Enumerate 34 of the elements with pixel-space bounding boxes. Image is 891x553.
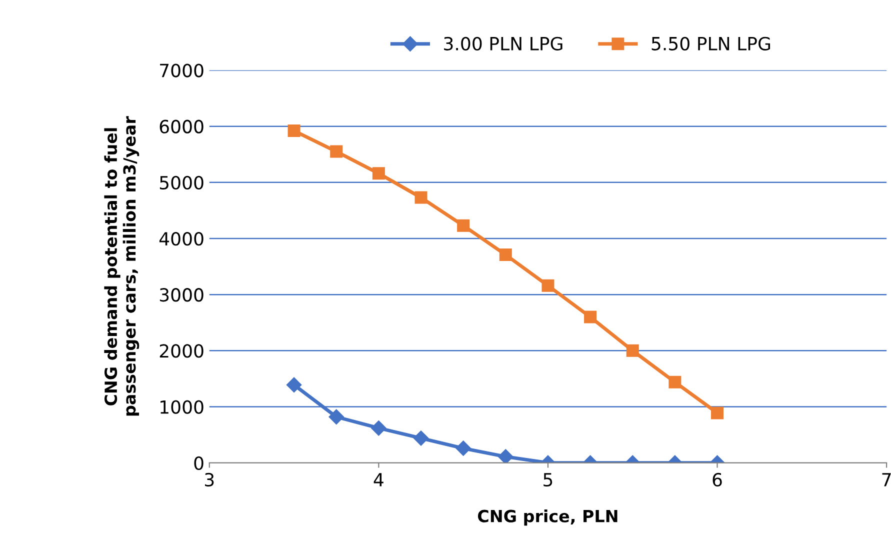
y-tick-label: 6000 [160, 120, 204, 134]
y-tick-label: 1000 [160, 400, 204, 414]
x-tick-label: 5 [544, 473, 552, 487]
point [711, 406, 724, 420]
point [668, 376, 682, 388]
y-tick-label: 3000 [160, 288, 204, 302]
point [456, 440, 471, 456]
point [584, 310, 597, 324]
x-tick-label: 7 [882, 473, 891, 486]
point [626, 344, 639, 357]
x-tick-label: 6 [712, 472, 722, 487]
point [330, 145, 343, 158]
legend-label: 5.50 PLN LPG [652, 36, 770, 50]
point [414, 191, 428, 204]
point [457, 219, 470, 232]
point [542, 279, 554, 292]
point [371, 420, 386, 436]
point [499, 248, 512, 262]
x-tick-label: 3 [205, 472, 214, 487]
y-axis-title: CNG demand potential to fuel passenger cars, million m3/year [104, 116, 140, 416]
point [286, 377, 302, 392]
y-tick-label: 0 [194, 456, 204, 470]
legend-label: 3.00 PLN LPG [444, 36, 562, 50]
point [372, 167, 385, 180]
x-tick-label: 4 [374, 473, 384, 486]
y-tick-label: 7000 [160, 64, 204, 78]
point [328, 409, 344, 424]
point [288, 124, 300, 138]
y-tick-label: 5000 [160, 176, 204, 190]
y-tick-label: 2000 [160, 344, 204, 358]
y-tick-label: 4000 [159, 232, 204, 246]
point [498, 449, 514, 463]
point [413, 430, 429, 446]
x-axis-title: CNG price, PLN [478, 510, 618, 526]
